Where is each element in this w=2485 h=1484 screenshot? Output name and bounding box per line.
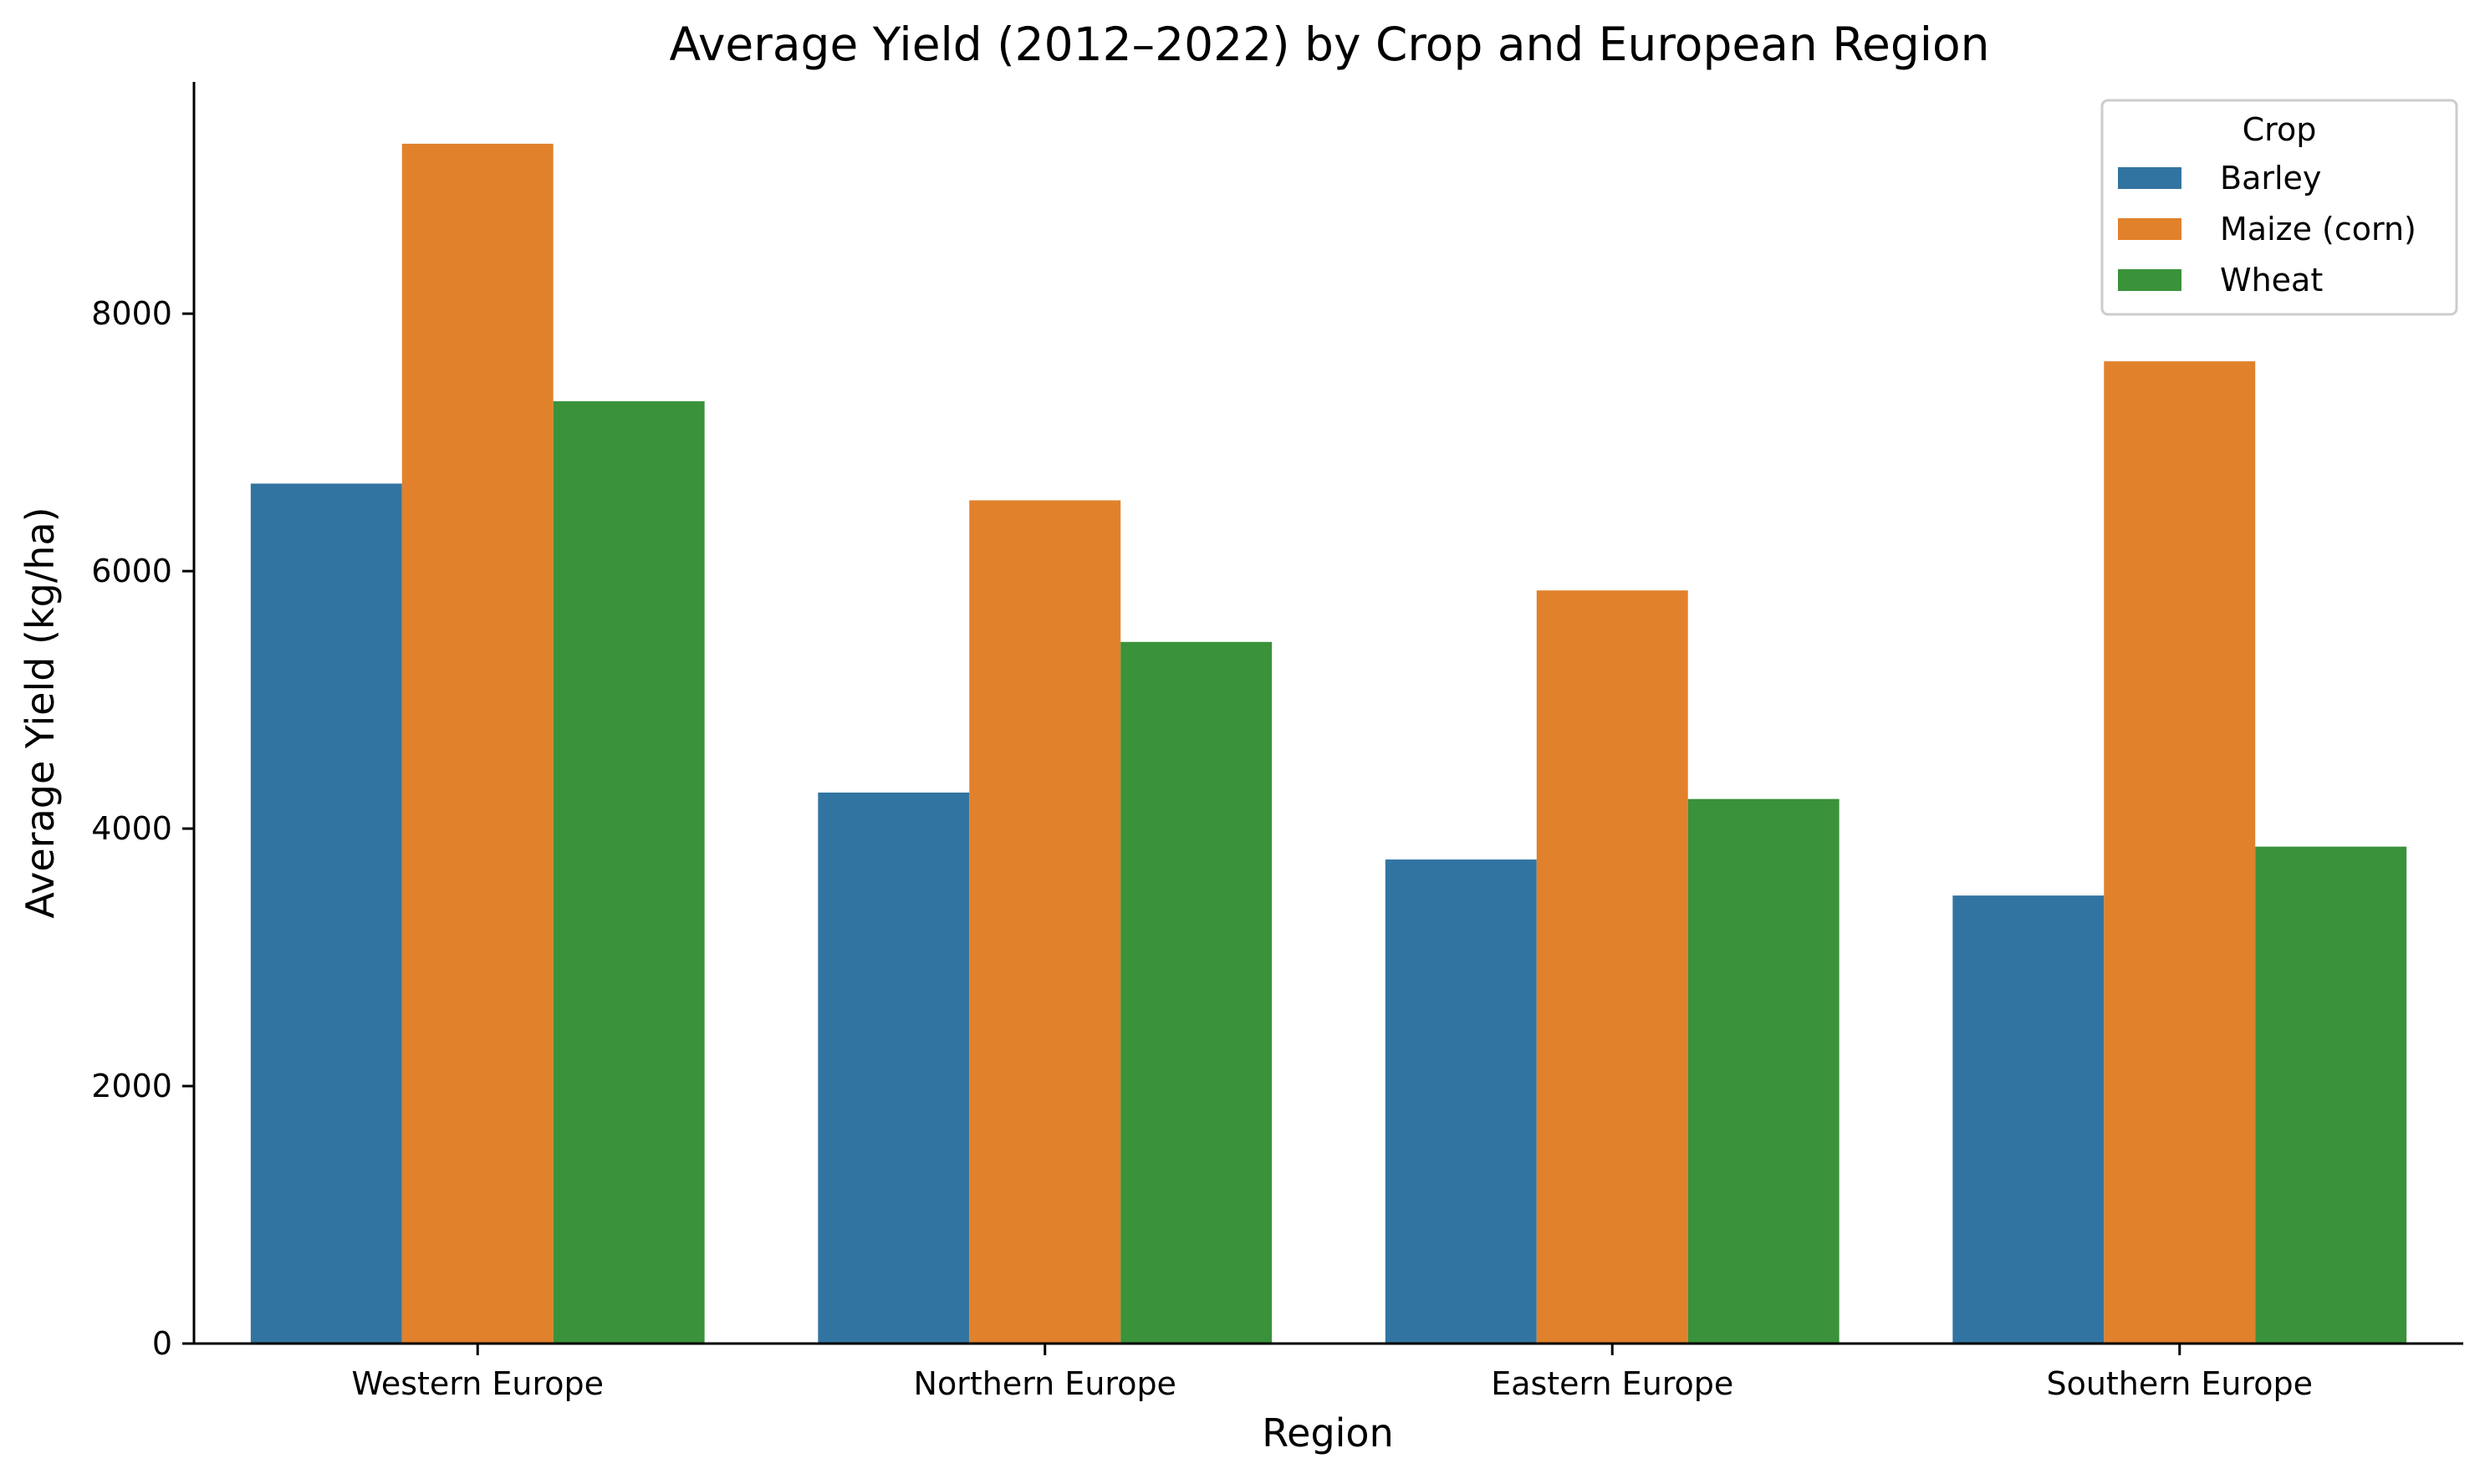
legend-label: Maize (corn) (2220, 211, 2416, 247)
bar-barley-1 (818, 792, 970, 1344)
y-tick-label: 0 (152, 1325, 172, 1362)
legend-label: Wheat (2220, 262, 2323, 298)
legend-items: Barley Maize (corn) Wheat (2118, 160, 2416, 298)
bar-wheat-0 (553, 400, 705, 1344)
bar-barley-0 (250, 483, 402, 1344)
legend-label: Barley (2220, 160, 2321, 196)
y-tick-label: 8000 (91, 295, 172, 332)
x-tick-label: Western Europe (351, 1365, 604, 1402)
bar-barley-3 (1952, 895, 2105, 1344)
x-tick-label: Eastern Europe (1491, 1365, 1733, 1402)
bar-wheat-1 (1120, 641, 1273, 1344)
y-tick-label: 2000 (91, 1068, 172, 1104)
x-tick-label: Southern Europe (2046, 1365, 2313, 1402)
y-tick-label: 6000 (91, 553, 172, 589)
bars-layer (250, 143, 2407, 1344)
y-tick-label: 4000 (91, 810, 172, 847)
bar-maize-corn-0 (401, 143, 554, 1344)
x-tick-label: Northern Europe (914, 1365, 1176, 1402)
legend: Crop Barley Maize (corn) Wheat (2100, 99, 2458, 316)
bar-maize-corn-1 (969, 500, 1121, 1344)
legend-frame (2100, 99, 2458, 316)
bar-barley-2 (1385, 859, 1537, 1344)
bar-maize-corn-2 (1536, 590, 1688, 1344)
legend-swatch (2118, 167, 2181, 189)
bar-wheat-2 (1687, 798, 1840, 1344)
bar-wheat-3 (2255, 846, 2407, 1344)
x-axis-label: Region (1262, 1410, 1393, 1456)
y-axis-ticks: 0 2000 4000 6000 8000 (91, 295, 194, 1362)
x-axis-ticks: Western Europe Northern Europe Eastern Eur… (351, 1344, 2313, 1402)
legend-title: Crop (2243, 111, 2317, 148)
bar-maize-corn-3 (2104, 361, 2256, 1344)
legend-swatch (2118, 269, 2181, 291)
legend-swatch (2118, 218, 2181, 240)
y-axis-label: Average Yield (kg/ha) (18, 507, 63, 918)
chart-title: Average Yield (2012–2022) by Crop and Eu… (669, 18, 1989, 71)
